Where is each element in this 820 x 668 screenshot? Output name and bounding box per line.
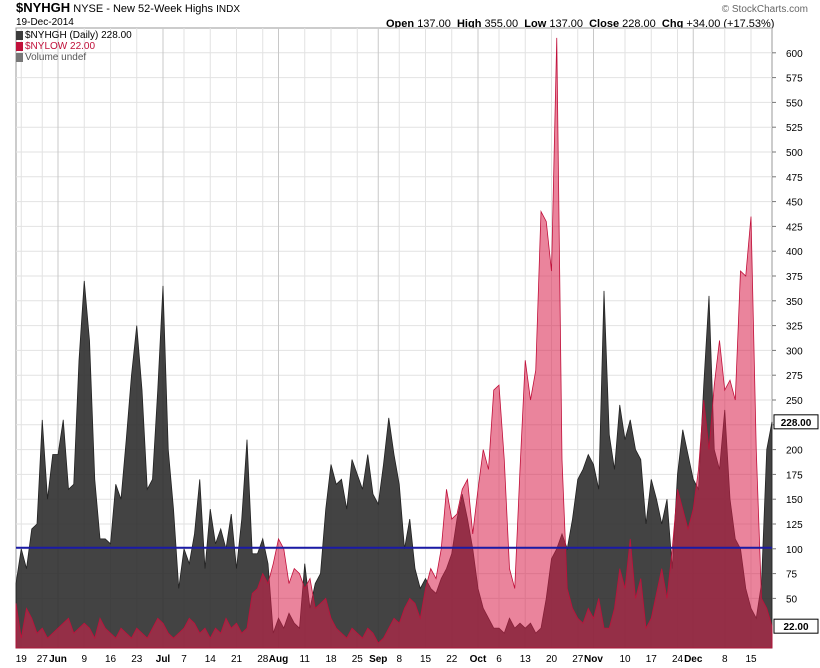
x-tick-label: 21 <box>231 654 243 665</box>
y-tick-label: 500 <box>786 148 803 159</box>
y-tick-label: 100 <box>786 545 803 556</box>
x-tick-label: Oct <box>470 654 487 665</box>
y-tick-label: 425 <box>786 222 803 233</box>
y-tick-label: 300 <box>786 346 803 357</box>
x-tick-label: Dec <box>684 654 703 665</box>
ohlc-high: High 355.00 <box>456 18 519 30</box>
y-tick-label: 200 <box>786 446 803 457</box>
y-tick-label: 400 <box>786 247 803 258</box>
x-tick-label: 16 <box>105 654 117 665</box>
chart-legend: $NYHGH (Daily) 228.00 $NYLOW 22.00 Volum… <box>16 30 132 63</box>
x-tick-label: 27 <box>37 654 49 665</box>
last-value-box <box>773 414 819 430</box>
y-tick-label: 525 <box>786 123 803 134</box>
last-value-label-nylow: 22.00 <box>783 622 808 633</box>
legend-label: $NYHGH (Daily) 228.00 <box>25 30 132 41</box>
y-tick-label: 550 <box>786 98 803 109</box>
legend-entry-volume: Volume undef <box>16 52 132 63</box>
x-tick-label: 19 <box>16 654 28 665</box>
legend-swatch-icon <box>16 42 23 51</box>
y-tick-label: 350 <box>786 297 803 308</box>
y-tick-label: 325 <box>786 322 803 333</box>
x-tick-label: 17 <box>646 654 658 665</box>
legend-swatch-icon <box>16 31 23 40</box>
nyhgh-area-series <box>15 280 773 649</box>
ohlc-change: Chg +34.00 (+17.53%) <box>661 18 775 30</box>
y-tick-label: 175 <box>786 470 803 481</box>
legend-label: $NYLOW 22.00 <box>25 41 96 52</box>
x-tick-label: 28 <box>257 654 269 665</box>
x-tick-label: 22 <box>446 654 458 665</box>
x-tick-label: Jun <box>49 654 67 665</box>
legend-swatch-icon <box>16 53 23 62</box>
x-tick-label: 9 <box>81 654 87 665</box>
y-tick-label: 375 <box>786 272 803 283</box>
symbol: $NYHGH <box>16 0 71 15</box>
last-value-box <box>773 618 819 634</box>
y-tick-label: 125 <box>786 520 803 531</box>
y-tick-label: 475 <box>786 173 803 184</box>
legend-label: Volume undef <box>25 52 87 63</box>
last-value-label-nyhgh: 228.00 <box>781 418 812 429</box>
x-tick-label: Jul <box>156 654 171 665</box>
x-tick-label: 20 <box>546 654 558 665</box>
y-tick-label: 575 <box>786 74 803 85</box>
x-tick-label: 18 <box>325 654 337 665</box>
legend-entry-nylow: $NYLOW 22.00 <box>16 41 132 52</box>
nylow-area-series <box>15 37 773 649</box>
x-tick-label: 23 <box>131 654 143 665</box>
stockcharts-credit[interactable]: © StockCharts.com <box>721 4 808 15</box>
y-tick-label: 50 <box>786 594 798 605</box>
x-tick-label: 25 <box>352 654 364 665</box>
exchange: INDX <box>216 4 241 15</box>
ohlc-open: Open 137.00 <box>386 18 451 30</box>
x-tick-label: 10 <box>619 654 631 665</box>
x-tick-label: 7 <box>181 654 187 665</box>
chart-date: 19-Dec-2014 <box>16 17 74 28</box>
y-tick-label: 250 <box>786 396 803 407</box>
x-tick-label: 24 <box>672 654 684 665</box>
x-tick-label: Nov <box>584 654 603 665</box>
x-tick-label: Sep <box>369 654 387 665</box>
symbol-description: NYSE - New 52-Week Highs <box>73 3 214 15</box>
legend-entry-nyhgh: $NYHGH (Daily) 228.00 <box>16 30 132 41</box>
x-tick-label: 6 <box>496 654 502 665</box>
ohlc-low: Low 137.00 <box>524 18 583 30</box>
x-tick-label: Aug <box>269 654 288 665</box>
x-tick-label: 15 <box>745 654 757 665</box>
chart-title: $NYHGH NYSE - New 52-Week Highs INDX <box>16 0 241 16</box>
x-tick-label: 11 <box>300 654 311 665</box>
x-tick-label: 14 <box>205 654 217 665</box>
ohlc-close: Close 228.00 <box>589 18 656 30</box>
y-tick-label: 275 <box>786 371 803 382</box>
ohlc-readout: Open 137.00 High 355.00 Low 137.00 Close… <box>386 18 774 30</box>
x-tick-label: 27 <box>572 654 584 665</box>
y-tick-label: 150 <box>786 495 803 506</box>
y-tick-label: 600 <box>786 49 803 60</box>
x-tick-label: 8 <box>722 654 728 665</box>
x-tick-label: 8 <box>396 654 402 665</box>
x-tick-label: 15 <box>420 654 432 665</box>
y-tick-label: 75 <box>786 570 798 581</box>
y-tick-label: 450 <box>786 198 803 209</box>
x-tick-label: 13 <box>520 654 532 665</box>
